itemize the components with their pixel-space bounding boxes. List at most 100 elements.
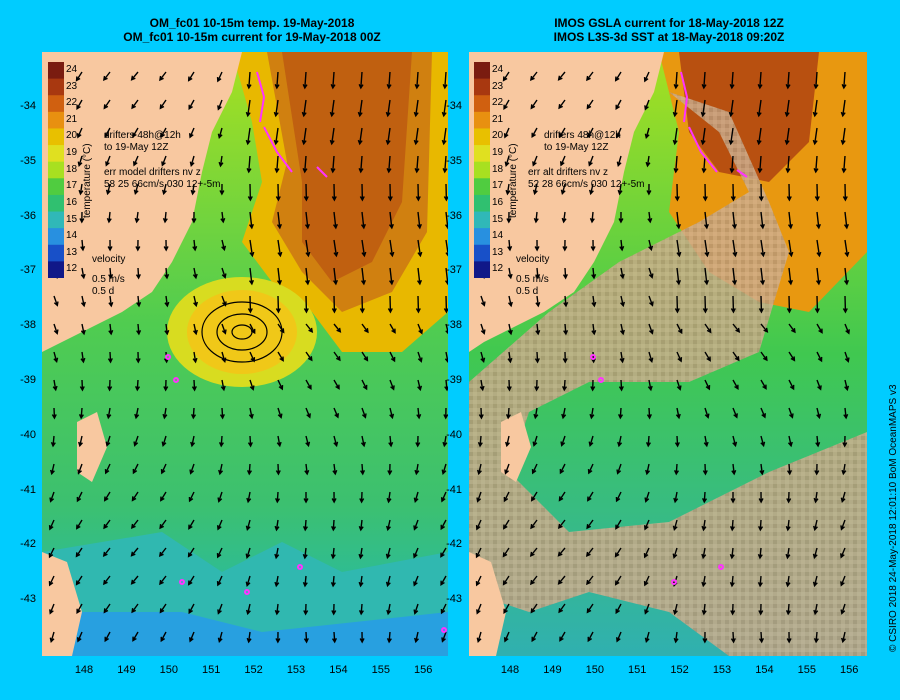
velocity-arrow: [645, 435, 651, 448]
velocity-arrow: [507, 323, 513, 336]
velocity-arrow: [445, 239, 448, 257]
velocity-arrow: [813, 519, 818, 532]
velocity-arrow: [672, 547, 678, 559]
velocity-arrow: [305, 435, 311, 448]
velocity-arrow: [757, 547, 763, 560]
velocity-arrow: [529, 71, 538, 82]
velocity-arrow: [844, 379, 850, 392]
velocity-arrow: [557, 575, 566, 585]
velocity-arrow: [674, 435, 680, 448]
velocity-arrow: [530, 519, 538, 530]
velocity-arrow: [704, 379, 711, 391]
colorbar-swatch: [474, 161, 490, 179]
velocity-arrow: [387, 463, 393, 476]
velocity-arrow: [534, 239, 540, 252]
colorbar-swatch: [48, 111, 64, 129]
velocity-arrow: [161, 435, 167, 447]
longitude-tick-label: 149: [543, 664, 562, 676]
velocity-arrow: [108, 267, 114, 280]
velocity-arrow: [159, 99, 167, 110]
velocity-arrow: [216, 519, 223, 531]
velocity-arrow: [246, 491, 252, 504]
velocity-arrow: [644, 491, 650, 503]
left-tasmania: [77, 412, 107, 482]
velocity-arrow: [559, 463, 566, 475]
velocity-arrow: [701, 575, 707, 588]
velocity-arrow: [675, 211, 681, 230]
colorbar-tick-label: 12: [66, 263, 78, 275]
velocity-arrow: [643, 547, 650, 559]
velocity-arrow: [78, 435, 83, 448]
velocity-arrow: [189, 463, 195, 475]
velocity-arrow: [440, 603, 447, 615]
velocity-arrow: [534, 351, 540, 364]
velocity-arrow: [503, 603, 510, 614]
velocity-arrow: [619, 323, 625, 336]
velocity-arrow: [217, 491, 223, 503]
velocity-arrow: [358, 71, 364, 90]
velocity-arrow: [676, 379, 682, 391]
velocity-arrow: [102, 71, 111, 82]
velocity-arrow: [130, 519, 139, 530]
velocity-arrow: [558, 603, 566, 614]
velocity-arrow: [813, 631, 819, 644]
velocity-arrow: [842, 295, 848, 314]
longitude-tick-label: 156: [414, 664, 433, 676]
velocity-arrow: [760, 379, 767, 390]
velocity-arrow: [130, 547, 139, 557]
velocity-arrow: [276, 267, 282, 286]
velocity-arrow: [164, 295, 170, 308]
velocity-arrow: [187, 71, 195, 82]
velocity-arrow: [615, 127, 622, 139]
velocity-arrow: [359, 463, 366, 476]
colorbar-tick-label: 17: [66, 180, 78, 192]
velocity-arrow: [53, 323, 59, 335]
left-error-label-line1: err model drifters nv z: [104, 167, 201, 178]
velocity-arrow: [701, 491, 708, 504]
velocity-arrow: [786, 491, 792, 504]
right-title-line2: IMOS L3S-3d SST at 18-May-2018 09:20Z: [553, 30, 785, 44]
velocity-arrow: [504, 155, 510, 167]
longitude-tick-label: 150: [585, 664, 604, 676]
velocity-arrow: [758, 603, 764, 616]
velocity-arrow: [675, 407, 681, 420]
velocity-arrow: [729, 71, 735, 90]
velocity-arrow: [701, 71, 707, 90]
velocity-arrow: [843, 267, 849, 286]
velocity-arrow: [131, 603, 139, 614]
velocity-arrow: [329, 99, 335, 118]
velocity-arrow: [704, 323, 712, 334]
velocity-arrow: [530, 603, 538, 614]
right-velocity-legend: velocity 0.5 m/s 0.5 d: [516, 254, 549, 298]
colorbar-swatch: [474, 95, 490, 113]
colorbar-swatch: [48, 211, 64, 229]
colorbar-swatch: [474, 62, 490, 80]
velocity-arrow: [531, 463, 538, 475]
latitude-tick-label: -41: [20, 483, 36, 496]
longitude-tick-label: 149: [117, 664, 136, 676]
velocity-arrow: [305, 351, 313, 362]
velocity-arrow: [587, 631, 594, 643]
velocity-arrow: [480, 295, 486, 307]
velocity-arrow: [249, 379, 255, 391]
right-velocity-label: velocity: [516, 254, 550, 265]
velocity-arrow: [105, 155, 111, 167]
colorbar-tick-label: 23: [66, 80, 78, 92]
velocity-arrow: [701, 519, 707, 532]
longitude-tick-label: 151: [628, 664, 647, 676]
right-mainland: [469, 52, 664, 352]
velocity-arrow: [701, 547, 707, 560]
velocity-arrow: [164, 323, 170, 336]
velocity-arrow: [759, 463, 765, 476]
velocity-arrow: [813, 71, 819, 90]
velocity-arrow: [50, 435, 56, 448]
colorbar-tick-label: 24: [66, 64, 78, 75]
velocity-arrow: [442, 155, 448, 174]
velocity-arrow: [563, 295, 569, 308]
velocity-arrow: [505, 407, 511, 420]
longitude-tick-label: 150: [159, 664, 178, 676]
velocity-arrow: [385, 99, 391, 118]
velocity-arrow: [840, 99, 846, 118]
velocity-arrow: [616, 631, 622, 643]
velocity-arrow: [700, 127, 706, 146]
